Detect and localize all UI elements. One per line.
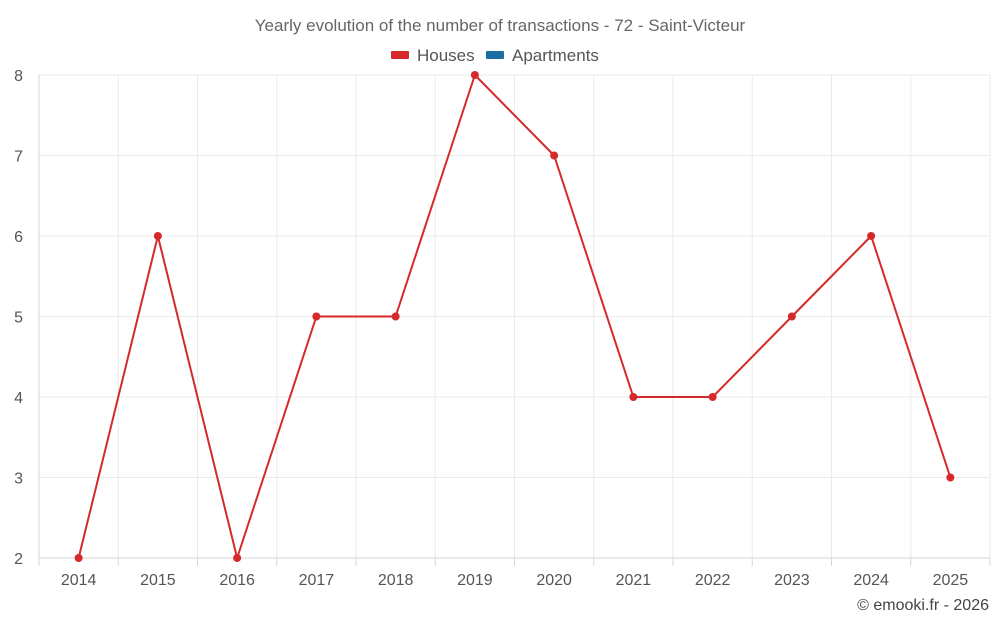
y-tick-label: 6 (14, 229, 23, 246)
chart-title: Yearly evolution of the number of transa… (255, 16, 746, 35)
x-tick-label: 2019 (457, 572, 493, 589)
x-tick-label: 2015 (140, 572, 176, 589)
legend-swatch-apartments (486, 51, 504, 59)
x-axis: 2014 2015 2016 2017 2018 2019 2020 2021 2022 2023… (38, 557, 991, 589)
x-tick-label: 2018 (378, 572, 414, 589)
data-point-houses-2017[interactable] (312, 312, 321, 321)
legend: Houses Apartments (391, 46, 599, 65)
x-tick-label: 2022 (695, 572, 731, 589)
x-tick-label: 2014 (61, 572, 97, 589)
grid (38, 74, 991, 558)
series (74, 71, 955, 562)
data-point-houses-2015[interactable] (153, 232, 162, 240)
data-point-houses-2016[interactable] (233, 554, 242, 562)
y-tick-label: 7 (14, 149, 23, 166)
x-tick-label: 2024 (853, 572, 889, 589)
legend-item-houses[interactable]: Houses (391, 46, 475, 65)
data-point-houses-2014[interactable] (74, 554, 83, 562)
x-tick-label: 2017 (299, 572, 335, 589)
data-point-houses-2019[interactable] (470, 71, 479, 79)
data-point-houses-2018[interactable] (391, 312, 400, 321)
x-tick-label: 2023 (774, 572, 810, 589)
data-point-houses-2022[interactable] (708, 393, 717, 401)
data-point-houses-2021[interactable] (629, 393, 638, 401)
legend-label-apartments: Apartments (512, 46, 599, 65)
x-tick-label: 2016 (219, 572, 255, 589)
data-point-houses-2020[interactable] (550, 151, 559, 160)
y-tick-label: 2 (14, 551, 23, 568)
series-line-houses (77, 74, 952, 559)
y-tick-label: 4 (14, 390, 23, 407)
y-tick-label: 5 (14, 310, 23, 327)
data-point-houses-2024[interactable] (867, 232, 876, 240)
x-tick-label: 2020 (536, 572, 572, 589)
legend-swatch-houses (391, 51, 409, 59)
legend-item-apartments[interactable]: Apartments (486, 46, 599, 65)
data-point-houses-2025[interactable] (946, 473, 955, 482)
y-tick-label: 3 (14, 471, 23, 488)
x-tick-label: 2025 (933, 572, 969, 589)
data-point-houses-2023[interactable] (787, 312, 796, 321)
y-tick-label: 8 (14, 68, 23, 85)
x-tick-label: 2021 (616, 572, 652, 589)
credit-text: © emooki.fr - 2026 (857, 597, 989, 614)
legend-label-houses: Houses (417, 46, 475, 65)
y-axis: 2 3 4 5 6 7 8 (14, 68, 23, 568)
